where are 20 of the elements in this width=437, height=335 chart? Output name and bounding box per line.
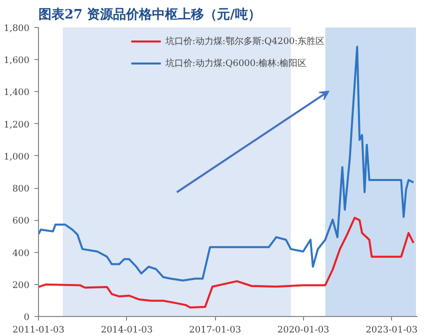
y-tick-label: 1,800 [4, 24, 30, 34]
y-tick-label: 1,200 [4, 120, 30, 130]
y-tick-label: 1,400 [4, 88, 30, 98]
x-tick-label: 2011-01-03 [12, 326, 65, 335]
y-tick-label: 1,600 [4, 56, 30, 66]
x-tick-label: 2017-01-03 [189, 326, 242, 335]
y-tick-label: 800 [12, 184, 30, 195]
x-tick-label: 2020-01-03 [277, 326, 330, 335]
legend-label: 坑口价:动力煤:鄂尔多斯:Q4200:东胜区 [165, 36, 325, 48]
y-tick-label: 600 [12, 216, 30, 227]
chart-title: 图表27 资源品价格中枢上移（元/吨） [38, 8, 261, 22]
x-tick-label: 2014-01-03 [100, 326, 154, 335]
y-tick-label: 200 [12, 280, 30, 291]
y-tick-label: 400 [12, 248, 30, 259]
y-tick-label: 0 [24, 313, 30, 323]
legend-label: 坑口价:动力煤:Q6000:榆林:榆阳区 [165, 58, 307, 70]
y-tick-label: 1,000 [4, 152, 30, 162]
line-series [38, 216, 414, 309]
line-series [38, 46, 414, 282]
x-tick-label: 2023-01-03 [366, 326, 418, 335]
